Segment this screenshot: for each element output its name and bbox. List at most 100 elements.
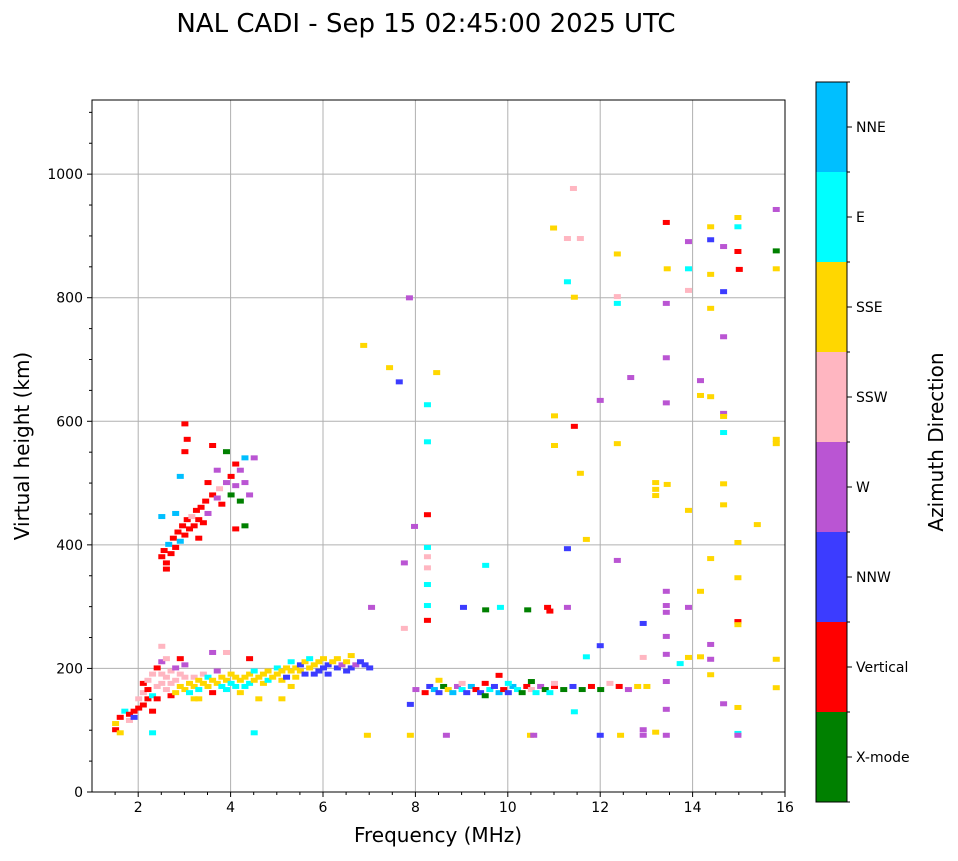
data-point-w bbox=[232, 483, 240, 489]
data-point-e bbox=[287, 659, 295, 665]
data-point-sse bbox=[259, 671, 267, 677]
data-point-sse bbox=[287, 668, 295, 674]
x-tick-label: 2 bbox=[134, 800, 143, 816]
data-point-sse bbox=[663, 481, 671, 487]
data-point-sse bbox=[734, 704, 742, 710]
data-point-vertical bbox=[183, 517, 191, 523]
data-point-ssw bbox=[423, 565, 431, 571]
data-point-nnw bbox=[596, 643, 604, 649]
data-point-e bbox=[306, 656, 314, 662]
data-point-sse bbox=[663, 266, 671, 272]
data-point-sse bbox=[273, 671, 281, 677]
data-point-sse bbox=[576, 470, 584, 476]
x-tick-label: 12 bbox=[591, 800, 609, 816]
data-point-sse bbox=[232, 674, 240, 680]
data-point-nnw bbox=[563, 546, 571, 552]
data-point-vertical bbox=[183, 436, 191, 442]
data-point-sse bbox=[570, 294, 578, 300]
data-point-e bbox=[496, 604, 504, 610]
data-point-vertical bbox=[174, 529, 182, 535]
data-point-e bbox=[613, 300, 621, 306]
data-point-nnw bbox=[333, 665, 341, 671]
data-point-w bbox=[400, 560, 408, 566]
data-point-w bbox=[236, 467, 244, 473]
data-point-nnw bbox=[366, 665, 374, 671]
data-point-vertical bbox=[144, 696, 152, 702]
data-point-vertical bbox=[209, 690, 217, 696]
data-point-vertical bbox=[662, 219, 670, 225]
data-point-sse bbox=[652, 729, 660, 735]
data-point-sse bbox=[347, 653, 355, 659]
data-point-nnw bbox=[406, 701, 414, 707]
y-tick-label: 400 bbox=[56, 538, 83, 554]
data-point-nnw bbox=[639, 620, 647, 626]
data-point-e bbox=[195, 687, 203, 693]
data-point-w bbox=[707, 656, 715, 662]
data-point-sse bbox=[707, 672, 715, 678]
data-point-sse bbox=[707, 394, 715, 400]
data-point-vertical bbox=[139, 702, 147, 708]
data-point-w bbox=[563, 604, 571, 610]
data-point-w bbox=[209, 649, 217, 655]
data-point-sse bbox=[259, 680, 267, 686]
colorbar-label: Azimuth Direction bbox=[924, 352, 948, 531]
data-point-vertical bbox=[192, 507, 200, 513]
data-point-w bbox=[720, 410, 728, 416]
data-point-vertical bbox=[172, 544, 180, 550]
data-point-nnw bbox=[343, 668, 351, 674]
data-point-nnw bbox=[707, 237, 715, 243]
colorbar-tick-label: W bbox=[856, 480, 870, 496]
data-point-nne bbox=[495, 690, 503, 696]
data-point-e bbox=[222, 687, 230, 693]
data-point-nne bbox=[430, 687, 438, 693]
data-point-sse bbox=[278, 677, 286, 683]
data-point-w bbox=[720, 244, 728, 250]
data-point-sse bbox=[246, 671, 254, 677]
data-point-nnw bbox=[463, 690, 471, 696]
data-point-e bbox=[582, 654, 590, 660]
data-point-sse bbox=[315, 659, 323, 665]
data-point-sse bbox=[652, 486, 660, 492]
data-point-e bbox=[734, 224, 742, 230]
data-point-w bbox=[213, 495, 221, 501]
data-point-w bbox=[662, 633, 670, 639]
data-point-vertical bbox=[160, 548, 168, 554]
data-point-sse bbox=[278, 668, 286, 674]
colorbar-frame bbox=[815, 81, 848, 803]
data-point-sse bbox=[310, 662, 318, 668]
data-point-vertical bbox=[195, 517, 203, 523]
data-point-vertical bbox=[481, 680, 489, 686]
data-point-nne bbox=[509, 683, 517, 689]
data-point-vertical bbox=[181, 449, 189, 455]
data-point-vertical bbox=[202, 498, 210, 504]
data-point-nne bbox=[176, 473, 184, 479]
data-point-vertical bbox=[204, 480, 212, 486]
data-point-x-mode bbox=[597, 687, 605, 693]
data-point-sse bbox=[204, 683, 212, 689]
data-point-x-mode bbox=[236, 498, 244, 504]
data-point-e bbox=[246, 680, 254, 686]
data-point-w bbox=[338, 662, 346, 668]
data-point-ssw bbox=[135, 696, 143, 702]
data-point-vertical bbox=[190, 523, 198, 529]
data-point-ssw bbox=[188, 514, 196, 520]
data-point-nnw bbox=[490, 683, 498, 689]
data-point-ssw bbox=[125, 717, 133, 723]
data-point-sse bbox=[363, 732, 371, 738]
data-point-sse bbox=[551, 443, 558, 448]
data-point-w bbox=[662, 300, 670, 306]
x-tick-label: 6 bbox=[319, 800, 328, 816]
data-point-sse bbox=[613, 441, 621, 447]
data-point-w bbox=[530, 732, 538, 738]
grid bbox=[92, 100, 786, 793]
data-point-vertical bbox=[735, 266, 743, 272]
colorbar-swatch-nnw bbox=[816, 532, 847, 622]
data-point-w bbox=[442, 732, 450, 738]
data-point-sse bbox=[582, 536, 590, 542]
data-point-vertical bbox=[153, 696, 161, 702]
data-point-e bbox=[264, 677, 272, 683]
data-point-vertical bbox=[209, 443, 217, 448]
data-point-ssw bbox=[569, 185, 577, 191]
data-point-x-mode bbox=[578, 687, 586, 693]
data-point-sse bbox=[250, 677, 258, 683]
